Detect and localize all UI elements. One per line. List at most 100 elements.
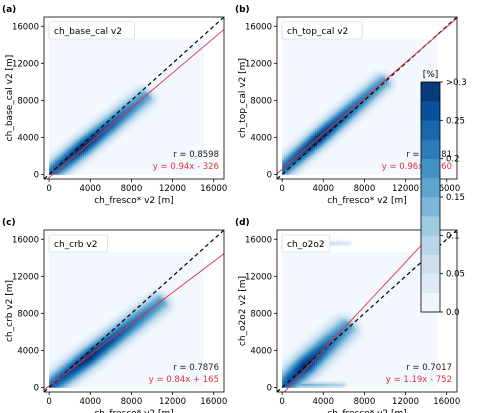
density-cell	[184, 48, 188, 51]
density-cell	[98, 57, 101, 60]
density-cell	[77, 168, 81, 172]
density-cell	[53, 155, 56, 159]
density-cell	[166, 89, 169, 92]
density-cell	[82, 137, 85, 140]
density-cell	[152, 118, 155, 122]
density-cell	[147, 168, 151, 172]
density-cell	[145, 102, 149, 105]
density-cell	[147, 150, 151, 153]
density-cell	[125, 170, 128, 173]
density-cell	[110, 115, 114, 118]
density-cell	[168, 154, 171, 157]
density-cell	[69, 85, 73, 88]
density-cell	[96, 142, 99, 146]
density-cell	[149, 152, 153, 155]
density-cell	[123, 94, 126, 98]
density-cell	[112, 128, 116, 131]
density-cell	[133, 89, 136, 92]
density-cell	[133, 85, 136, 88]
density-cell	[104, 92, 108, 96]
density-cell	[180, 94, 184, 98]
density-cell	[106, 139, 110, 142]
density-cell	[160, 148, 163, 151]
density-cell	[55, 126, 58, 129]
density-cell	[170, 154, 173, 157]
density-cell	[59, 79, 62, 83]
density-cell	[152, 113, 155, 116]
density-cell	[114, 124, 118, 127]
density-cell	[51, 168, 54, 172]
density-cell	[71, 131, 75, 135]
density-cell	[180, 144, 184, 147]
density-cell	[137, 57, 141, 60]
density-cell	[65, 146, 69, 149]
density-cell	[92, 91, 95, 94]
density-cell	[94, 104, 97, 107]
density-cell	[88, 91, 91, 94]
density-cell	[129, 41, 132, 44]
density-cell	[141, 142, 145, 146]
density-cell	[73, 109, 77, 112]
density-cell	[162, 109, 165, 112]
density-cell	[100, 74, 104, 77]
density-cell	[67, 118, 71, 122]
density-cell	[112, 116, 116, 120]
density-cell	[67, 46, 71, 49]
density-cell	[168, 165, 171, 168]
density-cell	[166, 122, 169, 125]
density-cell	[88, 161, 91, 164]
density-cell	[162, 133, 165, 136]
density-cell	[127, 166, 130, 170]
density-cell	[182, 144, 186, 147]
density-cell	[67, 92, 71, 96]
density-cell	[123, 142, 126, 146]
density-cell	[49, 54, 52, 57]
density-cell	[133, 157, 136, 160]
density-cell	[129, 83, 132, 86]
density-cell	[86, 172, 89, 175]
density-cell	[98, 92, 101, 96]
density-cell	[133, 52, 136, 55]
density-cell	[55, 172, 58, 175]
density-cell	[114, 102, 118, 105]
density-cell	[108, 129, 112, 133]
density-cell	[182, 96, 186, 99]
density-cell	[178, 109, 182, 112]
density-cell	[61, 152, 64, 155]
density-cell	[86, 52, 89, 55]
density-cell	[182, 135, 186, 138]
density-cell	[131, 166, 134, 170]
density-cell	[119, 68, 122, 72]
density-cell	[77, 116, 81, 120]
density-cell	[178, 48, 182, 51]
density-cell	[77, 159, 81, 162]
density-cell	[86, 81, 89, 85]
density-cell	[143, 146, 147, 149]
density-cell	[162, 170, 165, 173]
density-cell	[117, 161, 120, 164]
density-cell	[94, 72, 97, 75]
density-cell	[149, 68, 153, 72]
density-cell	[164, 146, 167, 149]
density-cell	[182, 104, 186, 107]
density-cell	[184, 72, 188, 75]
density-cell	[160, 70, 163, 73]
density-cell	[94, 131, 97, 135]
density-cell	[100, 41, 104, 44]
density-cell	[51, 122, 54, 125]
density-cell	[168, 92, 171, 96]
density-cell	[162, 89, 165, 92]
density-cell	[100, 128, 104, 131]
density-cell	[63, 89, 66, 92]
density-cell	[67, 87, 71, 90]
density-cell	[137, 155, 141, 159]
density-cell	[180, 39, 184, 42]
density-cell	[75, 42, 79, 46]
density-cell	[164, 144, 167, 147]
density-cell	[127, 83, 130, 86]
density-cell	[86, 79, 89, 83]
density-cell	[135, 61, 138, 64]
density-cell	[67, 116, 71, 120]
density-cell	[84, 87, 87, 90]
density-cell	[84, 81, 87, 85]
